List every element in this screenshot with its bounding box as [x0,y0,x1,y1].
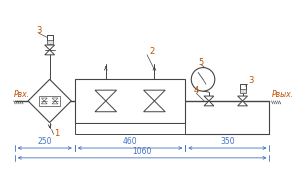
Text: 3: 3 [249,76,254,85]
Text: 1060: 1060 [132,147,152,156]
Text: 460: 460 [123,137,138,146]
Polygon shape [144,101,165,112]
Polygon shape [238,96,247,101]
Polygon shape [204,96,214,101]
Polygon shape [238,101,247,106]
Bar [240,89,246,93]
Polygon shape [52,101,58,104]
Bar [75,79,185,122]
Polygon shape [144,90,165,101]
Polygon shape [45,45,55,50]
Polygon shape [204,101,214,106]
Polygon shape [95,90,116,101]
Bar [39,96,61,106]
Bar [47,40,53,44]
Text: 350: 350 [220,137,235,146]
Polygon shape [52,98,58,101]
Polygon shape [28,79,71,122]
Bar [75,122,185,134]
Text: 250: 250 [37,137,52,146]
Text: 2: 2 [149,47,154,56]
Text: 1: 1 [55,129,60,138]
Circle shape [191,68,215,91]
Text: 5: 5 [198,58,203,67]
Text: Pвх.: Pвх. [14,90,30,99]
Polygon shape [41,101,47,104]
Polygon shape [95,101,116,112]
Polygon shape [41,98,47,101]
Text: 4: 4 [193,86,198,95]
Polygon shape [45,50,55,55]
Text: Pвых.: Pвых. [271,90,293,99]
Text: 3: 3 [36,26,41,35]
